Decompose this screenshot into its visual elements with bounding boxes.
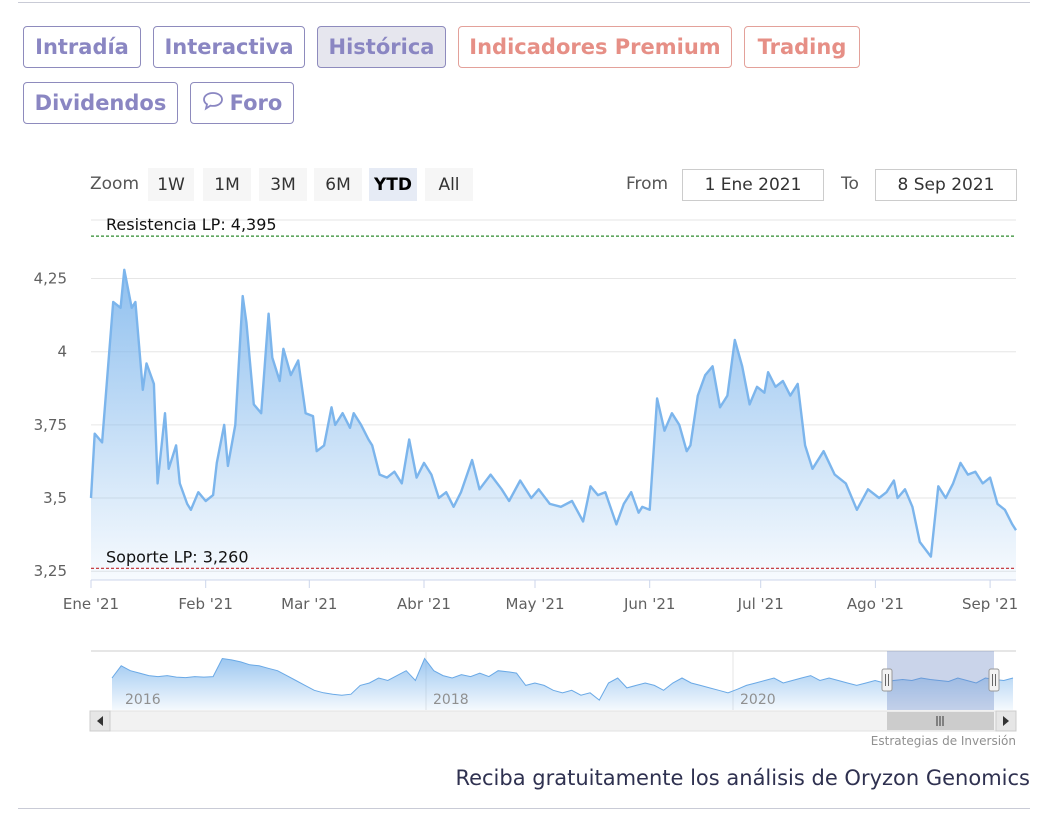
chevron-right-icon <box>1003 716 1009 726</box>
y-tick-label: 4 <box>57 343 67 361</box>
resistance-label: Resistencia LP: 4,395 <box>106 215 277 234</box>
bottom-divider <box>18 808 1030 809</box>
from-date-input[interactable]: 1 Ene 2021 <box>682 169 824 201</box>
zoom-6m-button[interactable]: 6M <box>314 168 362 201</box>
x-tick-label: Sep '21 <box>962 595 1018 613</box>
zoom-1w-button[interactable]: 1W <box>148 168 194 201</box>
x-tick-label: Jun '21 <box>623 595 675 613</box>
tab-dividendos[interactable]: Dividendos <box>23 82 178 124</box>
to-label: To <box>841 174 859 194</box>
to-date-input[interactable]: 8 Sep 2021 <box>875 169 1017 201</box>
zoom-3m-button[interactable]: 3M <box>259 168 307 201</box>
tab-intradia[interactable]: Intradía <box>23 26 141 68</box>
zoom-label: Zoom <box>90 174 140 194</box>
x-tick-label: Abr '21 <box>397 595 451 613</box>
x-tick-label: Jul '21 <box>737 595 784 613</box>
navigator-year-label: 2018 <box>433 692 469 708</box>
y-tick-label: 4,25 <box>34 270 67 288</box>
x-tick-label: Feb '21 <box>178 595 233 613</box>
zoom-all-button[interactable]: All <box>425 168 473 201</box>
speech-bubble-icon <box>202 91 224 116</box>
x-tick-label: May '21 <box>506 595 565 613</box>
navigator-handle <box>988 668 1000 692</box>
y-tick-label: 3,25 <box>34 562 67 580</box>
y-tick-label: 3,5 <box>43 489 67 507</box>
navigator[interactable]: 2016 2018 2020 <box>91 650 1016 710</box>
navigator-handle <box>881 668 893 692</box>
tab-historica[interactable]: Histórica <box>317 26 446 68</box>
tab-trading[interactable]: Trading <box>744 26 860 68</box>
y-tick-label: 3,75 <box>34 416 67 434</box>
from-label: From <box>626 174 669 194</box>
y-axis-ticks: 4,25 4 3,75 3,5 3,25 <box>34 270 67 581</box>
zoom-ytd-button[interactable]: YTD <box>369 168 417 201</box>
scrollbar-track <box>89 710 1017 732</box>
price-area-series <box>89 268 1018 580</box>
navigator-year-label: 2020 <box>740 692 776 708</box>
support-label: Soporte LP: 3,260 <box>106 547 249 566</box>
chevron-left-icon <box>97 716 103 726</box>
navigator-selection <box>887 651 994 710</box>
x-axis: Ene '21 Feb '21 Mar '21 Abr '21 May '21 Jun '… <box>63 579 1018 613</box>
tab-indicadores-premium[interactable]: Indicadores Premium <box>458 26 732 68</box>
tab-foro-label: Foro <box>229 91 283 115</box>
price-area-fill <box>91 269 1016 580</box>
subscribe-link[interactable]: Reciba gratuitamente los análisis de Ory… <box>455 766 1030 790</box>
x-tick-label: Mar '21 <box>281 595 337 613</box>
tab-interactiva[interactable]: Interactiva <box>153 26 305 68</box>
navigator-year-label: 2016 <box>125 692 161 708</box>
support-resistance-lines: Resistencia LP: 4,395 Soporte LP: 3,260 <box>91 215 1016 569</box>
price-line <box>89 268 1018 558</box>
scrollbar[interactable] <box>89 710 1017 732</box>
x-tick-label: Ago '21 <box>847 595 904 613</box>
top-divider <box>18 2 1030 3</box>
navigator-line <box>111 657 1014 701</box>
x-tick-label: Ene '21 <box>63 595 119 613</box>
chart-credit[interactable]: Estrategias de Inversión <box>870 734 1016 748</box>
tab-foro[interactable]: Foro <box>190 82 294 124</box>
navigator-area <box>112 658 1013 710</box>
zoom-1m-button[interactable]: 1M <box>203 168 251 201</box>
